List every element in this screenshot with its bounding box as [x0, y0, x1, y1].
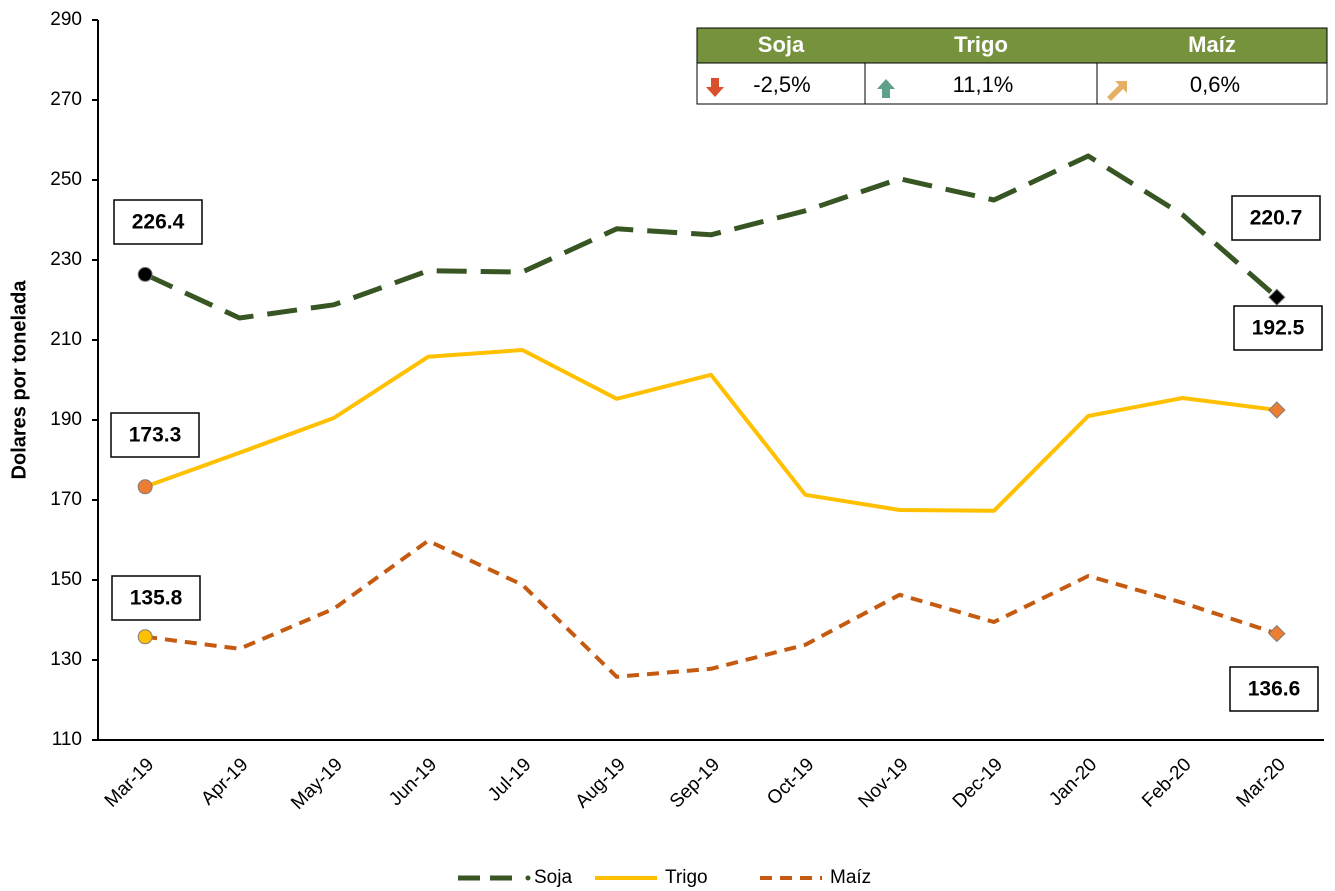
data-label-box	[110, 412, 200, 458]
table-header	[696, 27, 1328, 64]
x-tick-label: Sep-19	[666, 754, 724, 812]
change-table: Soja Trigo Maíz -2,5% 11,1% 0,6%	[696, 27, 1328, 105]
y-tick-label: 210	[50, 329, 82, 350]
data-label-box	[1229, 666, 1319, 712]
table-cell: -2,5%	[753, 72, 810, 97]
table-cell: 0,6%	[1190, 72, 1240, 97]
x-tick-label: May-19	[287, 754, 347, 814]
x-tick-label: Mar-19	[101, 754, 158, 811]
data-label: 136.6	[1248, 678, 1301, 701]
table-header-cell: Soja	[758, 32, 805, 57]
x-tick-label: Apr-19	[197, 754, 252, 809]
point-marker	[1268, 624, 1286, 643]
data-label-box	[1231, 195, 1321, 241]
legend-label: Maíz	[830, 867, 871, 888]
y-tick-label: 250	[50, 169, 82, 190]
y-axis-label: Dolares por tonelada	[8, 280, 30, 480]
x-tick-label: Jan-20	[1045, 754, 1101, 810]
data-label: 135.8	[130, 587, 183, 610]
legend-swatch-dot	[525, 875, 531, 881]
point-marker	[1268, 401, 1286, 419]
data-label: 173.3	[129, 424, 182, 447]
data-label: 226.4	[132, 211, 185, 234]
table-cell: 11,1%	[953, 72, 1014, 97]
y-tick-label: 110	[52, 729, 82, 750]
data-label: 192.5	[1252, 317, 1305, 340]
point-marker	[137, 479, 153, 495]
up-arrow	[877, 79, 895, 98]
x-tick-label: Jun-19	[385, 754, 441, 810]
point-marker	[137, 266, 153, 282]
series-line	[144, 153, 1279, 321]
x-tick-label: Oct-19	[763, 754, 818, 809]
data-label: 220.7	[1250, 207, 1303, 230]
y-tick-label: 270	[50, 89, 82, 110]
point-marker	[137, 629, 153, 645]
table-header-cell: Maíz	[1188, 32, 1236, 57]
x-tick-label: Nov-19	[855, 754, 913, 812]
down-arrow	[706, 78, 724, 97]
point-marker	[1268, 288, 1286, 306]
y-tick-label: 130	[50, 649, 82, 670]
table-row	[696, 62, 1328, 105]
x-tick-label: Jul-19	[484, 754, 535, 805]
y-tick-label: 190	[50, 409, 82, 430]
table-header-cell: Trigo	[954, 32, 1008, 57]
series-line	[144, 348, 1278, 513]
data-label-box	[1233, 305, 1323, 351]
y-tick-label: 230	[50, 249, 82, 270]
y-tick-label: 290	[50, 9, 82, 30]
y-tick-label: 150	[50, 569, 82, 590]
legend-label: Trigo	[665, 867, 708, 888]
series-line	[144, 538, 1278, 679]
x-tick-label: Dec-19	[949, 754, 1007, 812]
x-tick-label: Feb-20	[1138, 754, 1195, 811]
x-tick-label: Aug-19	[572, 754, 630, 812]
data-label-box	[113, 199, 203, 245]
y-tick-label: 170	[50, 489, 82, 510]
diagonal-arrow	[1107, 81, 1127, 101]
data-label-box	[111, 575, 201, 621]
x-tick-label: Mar-20	[1233, 754, 1290, 811]
legend-label: Soja	[534, 867, 572, 888]
